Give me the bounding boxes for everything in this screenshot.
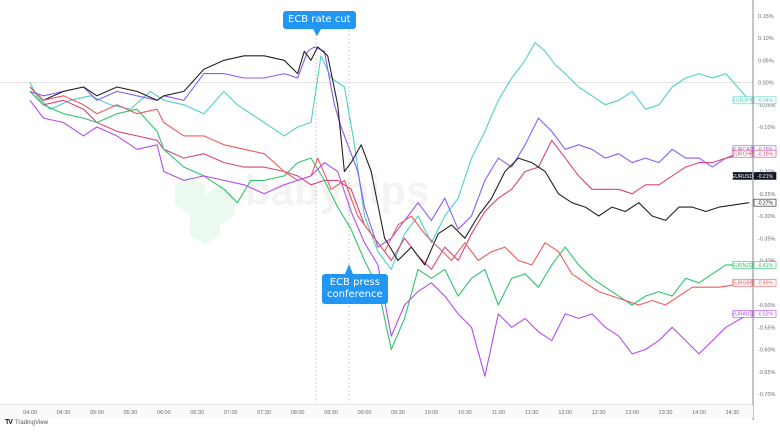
y-tick-label: 0.15%	[758, 14, 774, 20]
y-tick-label: -0.60%	[758, 348, 776, 354]
svg-text:EURNZD: EURNZD	[732, 263, 753, 269]
svg-text:-0.27%: -0.27%	[757, 200, 773, 206]
y-tick-label: -0.50%	[758, 303, 776, 309]
callout-arrow-up	[345, 264, 353, 274]
price-tag-eurchf: EURCHF -0.16%	[732, 149, 777, 158]
y-tick-label: -0.25%	[758, 192, 776, 198]
callout-arrow-down	[313, 29, 321, 36]
x-tick-label: 12:30	[592, 410, 606, 416]
svg-text:EURGBP: EURGBP	[732, 281, 754, 287]
price-tags: EURJPY-0.04%EURCAD-0.15%EURCHF-0.16%EURU…	[732, 96, 777, 318]
x-tick-label: 13:00	[625, 410, 639, 416]
series-eurgbp[interactable]	[29, 86, 750, 306]
svg-text:EURAUD: EURAUD	[732, 312, 754, 318]
x-tick-label: 10:30	[458, 410, 472, 416]
svg-text:-0.16%: -0.16%	[757, 152, 773, 158]
series-eurjpy[interactable]	[29, 41, 750, 270]
y-tick-label: -0.70%	[758, 392, 776, 398]
y-tick-label: -0.05%	[758, 103, 776, 109]
x-tick-label: 12:00	[558, 410, 572, 416]
x-tick-label: 10:00	[425, 410, 439, 416]
svg-text:EURJPY: EURJPY	[733, 98, 753, 104]
price-tag-eurjpy: EURJPY -0.04%	[733, 96, 777, 105]
svg-text:EURUSD: EURUSD	[732, 174, 754, 180]
series-euraud[interactable]	[29, 99, 750, 377]
svg-text:-0.21%: -0.21%	[757, 174, 773, 180]
press-label-line1: ECB press	[329, 277, 380, 288]
x-tick-label: 08:00	[291, 410, 305, 416]
press-label-line2: conference	[327, 289, 383, 300]
y-tick-label: 0.05%	[758, 58, 774, 64]
series-eurnzd[interactable]	[29, 91, 750, 351]
y-tick-label: 0.10%	[758, 36, 774, 42]
x-tick-label: 13:30	[659, 410, 673, 416]
x-tick-label: 09:00	[358, 410, 372, 416]
rate-cut-label: ECB rate cut	[288, 14, 351, 25]
series-eurcad[interactable]	[29, 46, 750, 248]
ecb-rate-cut-callout: ECB rate cut	[283, 11, 356, 36]
y-tick-label: 0.00%	[758, 81, 774, 87]
y-tick-label: -0.35%	[758, 236, 776, 242]
series-group	[29, 41, 750, 377]
x-tick-label: 06:00	[157, 410, 171, 416]
x-tick-label: 08:30	[324, 410, 338, 416]
x-tick-label: 05:30	[123, 410, 137, 416]
x-tick-label: 14:30	[726, 410, 740, 416]
y-tick-label: -0.10%	[758, 125, 776, 131]
x-tick-label: 11:30	[525, 410, 538, 416]
x-tick-label: 04:30	[57, 410, 71, 416]
x-tick-label: 11:00	[492, 410, 505, 416]
tradingview-logo-icon: TV	[5, 419, 13, 426]
x-tick-label: 04:00	[23, 410, 37, 416]
tradingview-logo[interactable]: TV TradingView	[5, 419, 48, 426]
x-tick-label: 09:30	[391, 410, 405, 416]
price-tag-eurusd: EURUSD -0.21%	[732, 172, 777, 180]
ecb-press-conference-callout: ECB press conference	[322, 264, 388, 304]
price-tag-eurgbp: EURGBP -0.45%	[732, 278, 777, 287]
y-tick-label: -0.30%	[758, 214, 776, 220]
x-tick-label: 14:00	[692, 410, 706, 416]
x-tick-label: 07:00	[224, 410, 238, 416]
price-tag-euraud: EURAUD -0.52%	[732, 310, 777, 318]
x-tick-label: 05:00	[90, 410, 104, 416]
x-tick-label: 07:30	[257, 410, 271, 416]
y-tick-label: -0.55%	[758, 325, 776, 331]
price-tag-eurnzd: EURNZD -0.41%	[732, 261, 777, 269]
tradingview-brand: TradingView	[14, 419, 48, 426]
babypips-watermark: babypips	[175, 167, 429, 245]
svg-text:-0.45%: -0.45%	[757, 281, 773, 287]
y-tick-label: -0.65%	[758, 370, 776, 376]
svg-text:-0.04%: -0.04%	[757, 98, 773, 104]
svg-text:EURCHF: EURCHF	[732, 152, 753, 158]
svg-text:-0.41%: -0.41%	[757, 263, 773, 269]
series-eurusd[interactable]	[29, 46, 750, 266]
svg-text:-0.52%: -0.52%	[757, 312, 773, 318]
time-axis[interactable]: 04:00 04:30 05:00 05:30 06:00 06:30 07:00 07:30…	[23, 410, 739, 416]
x-tick-label: 06:30	[190, 410, 204, 416]
price-tag-eurusd-prev: -0.27%	[753, 198, 777, 206]
